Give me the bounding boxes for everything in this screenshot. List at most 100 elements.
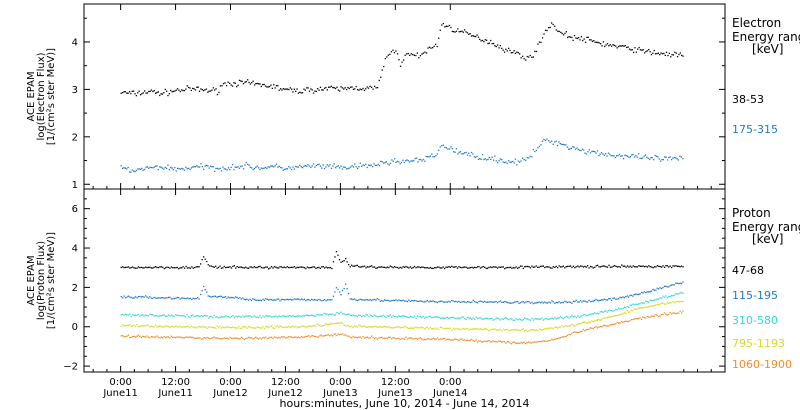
data-point	[177, 326, 180, 328]
data-point	[192, 314, 194, 316]
data-point	[405, 160, 407, 162]
legend-title-line: [keV]	[752, 42, 783, 56]
data-point	[532, 319, 534, 321]
data-point	[308, 267, 310, 269]
data-point	[589, 313, 592, 315]
data-point	[552, 318, 554, 320]
data-point	[681, 54, 683, 56]
data-point	[501, 341, 503, 343]
data-point	[279, 315, 281, 318]
data-point	[612, 310, 614, 312]
data-point	[191, 298, 193, 301]
data-point	[466, 301, 469, 303]
data-point	[242, 337, 244, 339]
data-point	[305, 335, 307, 338]
data-point	[539, 328, 542, 331]
data-point	[559, 266, 562, 268]
data-point	[678, 53, 680, 56]
data-point	[199, 326, 201, 328]
data-point	[348, 335, 350, 337]
data-point	[438, 339, 440, 341]
data-point	[541, 265, 543, 267]
data-point	[537, 318, 539, 320]
data-point	[197, 315, 200, 317]
data-point	[243, 267, 245, 269]
data-point	[175, 267, 177, 269]
data-point	[646, 50, 648, 52]
data-point	[541, 317, 543, 319]
data-point	[354, 88, 356, 90]
data-point	[130, 315, 132, 317]
data-point	[282, 315, 284, 317]
data-point	[324, 298, 326, 301]
data-point	[273, 166, 275, 168]
data-point	[146, 335, 148, 337]
data-point	[442, 328, 444, 330]
data-point	[299, 266, 301, 268]
data-point	[265, 266, 267, 268]
data-point	[591, 40, 594, 42]
data-point	[441, 267, 443, 269]
data-point	[188, 267, 190, 269]
data-point	[203, 326, 205, 328]
data-point	[334, 291, 336, 293]
data-point	[442, 337, 444, 340]
data-point	[232, 337, 234, 340]
data-point	[259, 299, 261, 301]
data-point	[586, 328, 589, 331]
data-point	[319, 267, 321, 269]
data-point	[296, 327, 298, 329]
data-point	[518, 302, 520, 304]
data-point	[451, 299, 453, 302]
data-point	[502, 318, 504, 320]
data-point	[671, 266, 673, 269]
data-point	[318, 266, 320, 269]
data-point	[275, 325, 277, 328]
legend-entry-38-53: 38-53	[732, 93, 764, 106]
data-point	[476, 302, 479, 304]
data-point	[413, 326, 416, 329]
data-point	[669, 295, 671, 298]
data-point	[155, 324, 157, 326]
data-point	[646, 316, 648, 318]
data-point	[238, 167, 241, 169]
data-point	[457, 28, 459, 30]
data-point	[329, 323, 331, 325]
data-point	[207, 326, 210, 328]
data-point	[345, 258, 347, 260]
data-point	[571, 332, 573, 335]
data-point	[318, 163, 320, 165]
data-point	[398, 161, 400, 163]
data-point	[640, 318, 643, 321]
data-point	[608, 298, 610, 300]
data-point	[474, 318, 476, 320]
data-point	[475, 301, 477, 303]
data-point	[409, 337, 411, 339]
data-point	[230, 166, 232, 169]
data-point	[375, 267, 377, 269]
data-point	[185, 316, 187, 318]
data-point	[551, 140, 553, 142]
data-point	[306, 165, 308, 167]
data-point	[137, 92, 139, 94]
data-point	[295, 90, 297, 92]
data-point	[347, 86, 349, 89]
data-point	[656, 287, 658, 289]
data-point	[239, 297, 241, 299]
data-point	[575, 37, 577, 39]
data-point	[406, 327, 409, 329]
data-point	[304, 89, 306, 91]
data-point	[401, 337, 403, 340]
data-point	[504, 317, 506, 319]
data-point	[127, 324, 130, 327]
data-point	[190, 336, 192, 339]
data-point	[518, 318, 520, 320]
data-point	[269, 267, 271, 269]
data-point	[672, 312, 674, 314]
data-point	[543, 138, 545, 141]
data-point	[235, 327, 237, 329]
data-point	[260, 85, 262, 88]
data-point	[359, 266, 361, 268]
data-point	[519, 342, 521, 344]
data-point	[584, 300, 586, 302]
